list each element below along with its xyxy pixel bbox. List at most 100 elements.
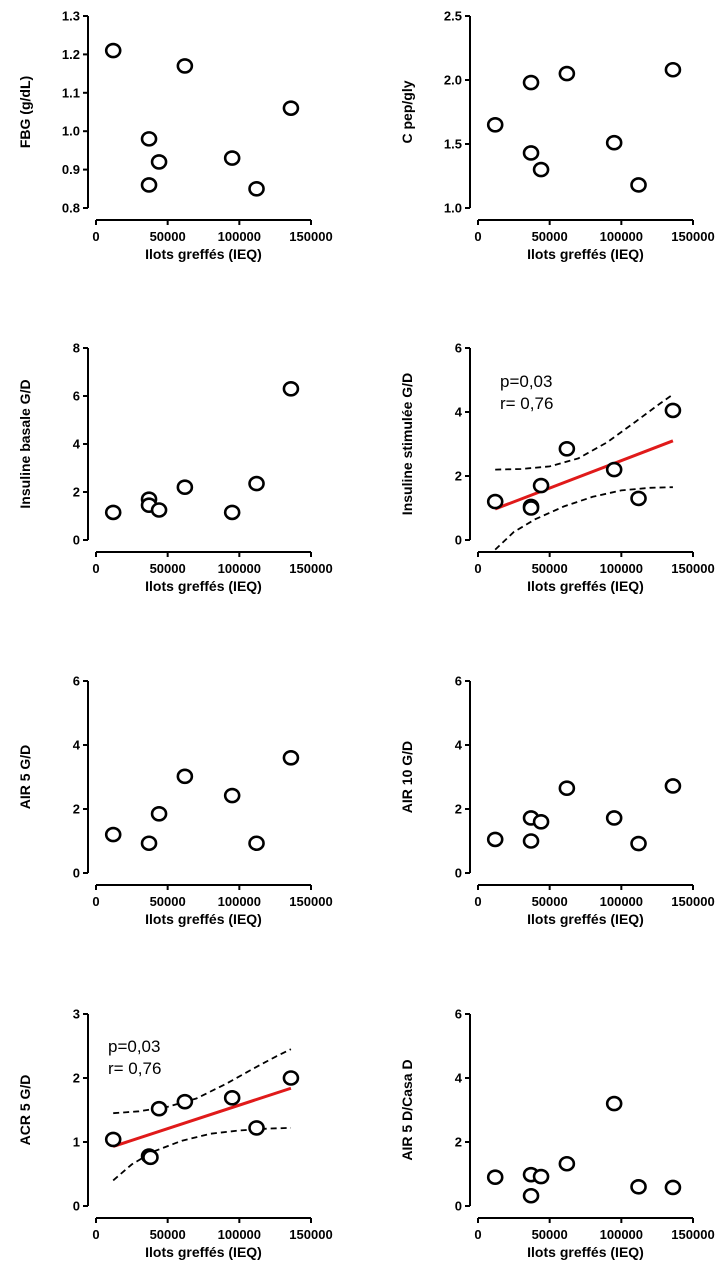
y-tick-label: 0.8: [62, 201, 80, 216]
data-point: [522, 1187, 540, 1204]
y-tick-label: 2: [455, 802, 462, 817]
data-point: [150, 154, 168, 170]
x-tick-label: 150000: [289, 561, 332, 576]
y-axis-label: ACR 5 G/D: [17, 1075, 33, 1146]
data-point: [140, 835, 158, 852]
data-point: [150, 502, 168, 518]
y-tick-label: 6: [455, 674, 462, 689]
panel-7: 0 1 2 3 0 50000 100000 150000 Ilots greffés (IEQ…: [17, 1007, 333, 1261]
x-tick-label: 100000: [218, 1227, 261, 1242]
data-point: [558, 1155, 576, 1172]
data-point: [532, 1168, 550, 1185]
x-tick-label: 50000: [532, 894, 568, 909]
y-tick-label: 3: [73, 1007, 80, 1022]
data-point: [664, 61, 682, 78]
data-point: [605, 1095, 623, 1112]
x-tick-label: 50000: [150, 561, 186, 576]
y-tick-label: 0: [73, 866, 80, 881]
stat-annotation: p=0,03: [108, 1037, 160, 1056]
data-point: [486, 1169, 504, 1185]
x-tick-label: 50000: [150, 1227, 186, 1242]
data-point: [248, 181, 265, 197]
x-tick-label: 150000: [671, 229, 714, 244]
data-point: [104, 1131, 122, 1148]
data-point: [558, 65, 576, 82]
x-tick-label: 50000: [150, 894, 186, 909]
data-point: [223, 150, 241, 166]
data-point: [630, 835, 647, 852]
y-tick-label: 2.0: [444, 73, 462, 88]
panel-2: 1.0 1.5 2.0 2.5 0 50000 100000 150000 Ilots gref…: [399, 9, 715, 263]
ci-upper-band: [113, 1048, 292, 1115]
data-point: [140, 177, 158, 193]
x-tick-label: 100000: [600, 894, 643, 909]
x-axis-label: Ilots greffés (IEQ): [145, 911, 262, 927]
y-tick-label: 0: [73, 1199, 80, 1214]
panel-4: 0 2 4 6 0 50000 100000 150000 Ilots greffés (IEQ…: [399, 341, 715, 595]
x-tick-label: 0: [474, 229, 481, 244]
data-point: [486, 117, 504, 133]
data-point: [522, 833, 540, 849]
x-tick-label: 50000: [150, 229, 186, 244]
data-point: [532, 161, 550, 178]
x-tick-label: 50000: [532, 1227, 568, 1242]
data-point: [282, 100, 300, 116]
panel-5: 0 2 4 6 0 50000 100000 150000 Ilots greffés (IEQ…: [17, 674, 333, 928]
regression-line: [494, 439, 674, 511]
data-point: [248, 1120, 265, 1136]
y-tick-label: 4: [73, 437, 81, 452]
regression-line: [112, 1086, 292, 1148]
data-point: [176, 768, 194, 785]
x-tick-label: 50000: [532, 229, 568, 244]
y-tick-label: 2: [455, 469, 462, 484]
data-point: [282, 380, 300, 397]
x-tick-label: 150000: [289, 894, 332, 909]
ci-lower-band: [494, 486, 673, 551]
data-point: [150, 1100, 168, 1117]
data-point: [142, 1149, 159, 1166]
x-axis-label: Ilots greffés (IEQ): [527, 911, 644, 927]
data-point: [558, 780, 576, 797]
y-tick-label: 6: [73, 389, 80, 404]
panel-8: 0 2 4 6 0 50000 100000 150000 Ilots greffés (IEQ…: [399, 1007, 715, 1261]
panel-6: 0 2 4 6 0 50000 100000 150000 Ilots greffés (IEQ…: [399, 674, 715, 928]
data-point: [282, 749, 300, 766]
x-axis-label: Ilots greffés (IEQ): [527, 246, 644, 262]
data-point: [532, 813, 550, 830]
y-axis-label: Insuline stimulée G/D: [399, 373, 415, 515]
y-tick-label: 0.9: [62, 162, 80, 177]
x-tick-label: 0: [92, 229, 99, 244]
x-tick-label: 100000: [218, 229, 261, 244]
x-tick-label: 150000: [671, 1227, 714, 1242]
data-point: [605, 810, 623, 826]
y-tick-label: 0: [455, 533, 462, 548]
data-point: [605, 461, 623, 478]
data-point: [223, 787, 241, 804]
x-axis-label: Ilots greffés (IEQ): [527, 578, 644, 594]
data-point: [558, 440, 576, 457]
x-tick-label: 100000: [218, 894, 261, 909]
y-tick-label: 1: [73, 1135, 80, 1150]
data-point: [630, 177, 647, 193]
y-tick-label: 4: [73, 738, 81, 753]
data-point: [522, 500, 540, 516]
y-tick-label: 0: [73, 533, 80, 548]
y-tick-label: 6: [455, 1007, 462, 1022]
y-tick-label: 1.0: [444, 201, 462, 216]
x-tick-label: 150000: [671, 894, 714, 909]
panel-3: 0 2 4 6 8 0 50000 100000 150000 Ilots greffés (IE…: [17, 341, 333, 595]
x-tick-label: 0: [92, 561, 99, 576]
x-tick-label: 0: [92, 894, 99, 909]
x-tick-label: 0: [92, 1227, 99, 1242]
y-tick-label: 6: [73, 674, 80, 689]
data-point: [630, 1179, 647, 1195]
x-tick-label: 150000: [671, 561, 714, 576]
data-point: [104, 826, 122, 843]
x-tick-label: 150000: [289, 1227, 332, 1242]
y-axis-label: FBG (g/dL): [17, 76, 33, 148]
y-tick-label: 2: [73, 485, 80, 500]
data-point: [104, 42, 122, 59]
x-tick-label: 0: [474, 561, 481, 576]
data-point: [664, 1179, 682, 1196]
